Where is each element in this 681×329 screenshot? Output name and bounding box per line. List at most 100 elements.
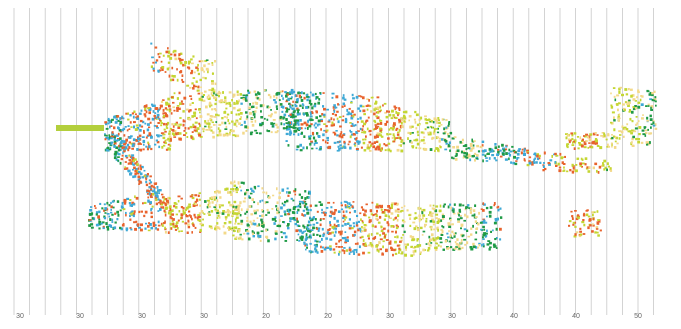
- flow-dot: [321, 227, 324, 231]
- flow-dot: [213, 89, 216, 92]
- flow-dot: [398, 251, 400, 254]
- flow-dot: [439, 219, 442, 223]
- flow-dot: [299, 149, 303, 152]
- flow-dot: [289, 97, 293, 100]
- flow-dot: [344, 205, 348, 209]
- flow-dot: [468, 147, 471, 150]
- flow-dot: [135, 116, 137, 119]
- flow-dot: [636, 122, 639, 125]
- flow-dot: [441, 213, 444, 216]
- flow-dot: [144, 122, 147, 125]
- flow-dot: [595, 226, 599, 229]
- flow-dot: [152, 221, 156, 225]
- flow-dot: [143, 131, 145, 134]
- flow-dot: [150, 147, 153, 151]
- flow-dot: [343, 145, 346, 149]
- flow-dot: [127, 148, 130, 152]
- flow-dot: [178, 107, 181, 110]
- flow-dot: [462, 145, 466, 147]
- flow-dot: [636, 96, 638, 99]
- flow-dot: [124, 161, 127, 163]
- flow-dot: [457, 212, 460, 215]
- flow-dot: [343, 140, 346, 144]
- flow-dot: [306, 226, 309, 228]
- flow-dot: [142, 148, 145, 151]
- flow-dot: [549, 159, 553, 162]
- flow-dot: [132, 163, 136, 166]
- flow-dot: [157, 53, 160, 56]
- flow-dot: [465, 148, 468, 151]
- flow-dot: [575, 164, 578, 166]
- flow-dot: [310, 140, 313, 143]
- flow-dot: [324, 246, 327, 249]
- flow-dot: [150, 208, 152, 212]
- flow-dot: [207, 199, 210, 202]
- flow-dot: [247, 237, 251, 241]
- flow-dot: [396, 235, 399, 239]
- flow-dot: [449, 234, 452, 237]
- flow-dot: [176, 106, 179, 110]
- flow-dot: [348, 252, 351, 255]
- flow-dot: [492, 229, 494, 232]
- vertical-gridlines: [13, 8, 654, 315]
- flow-dot: [151, 103, 154, 106]
- flow-dot: [193, 114, 196, 118]
- flow-dot: [318, 201, 322, 203]
- flow-dot: [324, 212, 327, 214]
- flow-dot: [353, 225, 356, 228]
- flow-dot: [246, 232, 250, 235]
- flow-dot: [436, 221, 440, 224]
- flow-dot: [102, 225, 105, 228]
- flow-dot: [326, 246, 330, 249]
- flow-dot: [444, 240, 447, 243]
- flow-dot: [240, 219, 244, 223]
- flow-dot: [379, 216, 382, 219]
- flow-dot: [262, 224, 265, 227]
- flow-dot: [308, 135, 311, 138]
- flow-dot: [129, 218, 132, 221]
- flow-dot: [117, 132, 120, 136]
- flow-dot: [499, 155, 503, 158]
- flow-dot: [394, 236, 396, 238]
- flow-dot: [129, 204, 133, 207]
- flow-dot: [640, 141, 644, 144]
- flow-dot: [191, 197, 195, 200]
- flow-dot: [352, 201, 355, 203]
- flow-dot: [164, 211, 167, 214]
- flow-dot: [649, 141, 651, 144]
- flow-dot: [113, 156, 117, 160]
- flow-dot: [384, 233, 387, 236]
- flow-dot: [284, 200, 287, 204]
- flow-dot: [125, 227, 129, 231]
- flow-dot: [631, 94, 635, 97]
- flow-dot: [304, 197, 307, 200]
- flow-dot: [218, 131, 221, 134]
- flow-dot: [200, 60, 204, 63]
- flow-dot: [454, 241, 457, 244]
- flow-dot: [197, 216, 201, 219]
- flow-dot: [146, 174, 149, 178]
- flow-dot: [166, 121, 170, 125]
- flow-dot: [191, 102, 194, 104]
- flow-dot: [309, 115, 313, 118]
- flow-dot: [511, 145, 514, 148]
- flow-dot: [260, 218, 263, 222]
- flow-dot: [256, 209, 259, 212]
- flow-dot: [311, 218, 314, 221]
- flow-dot: [335, 130, 338, 132]
- flow-dot: [397, 214, 400, 218]
- flow-dot: [355, 248, 358, 252]
- flow-dot: [395, 137, 399, 139]
- flow-dot: [411, 132, 414, 134]
- flow-dot: [607, 165, 610, 168]
- flow-dot: [306, 105, 310, 109]
- flow-dot: [190, 135, 193, 139]
- flow-dot: [443, 127, 445, 131]
- flow-dot: [211, 94, 215, 97]
- flow-dot: [328, 228, 331, 231]
- flow-dot: [199, 204, 202, 207]
- flow-dot: [618, 90, 621, 94]
- flow-dot: [387, 148, 391, 152]
- flow-dot: [315, 96, 319, 99]
- flow-dot: [110, 208, 112, 211]
